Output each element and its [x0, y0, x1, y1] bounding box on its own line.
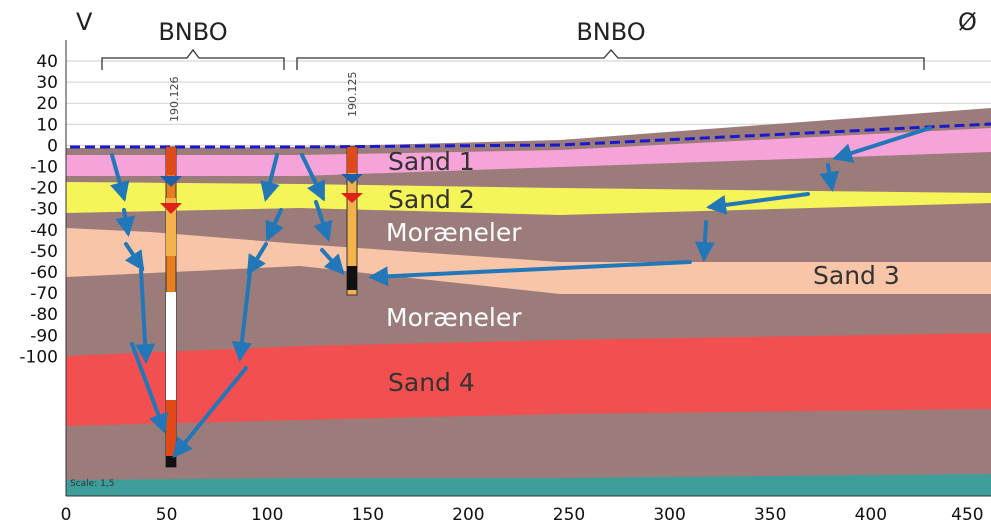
flow-arrow: [130, 342, 168, 434]
flow-arrow: [832, 126, 932, 163]
y-tick-label: -80: [30, 305, 58, 325]
y-tick-label: 30: [36, 73, 58, 93]
flow-arrow: [246, 242, 268, 276]
bnbo-left-label: BNBO: [158, 18, 227, 46]
flow-arrow: [694, 220, 715, 262]
y-tick-label: 0: [47, 136, 58, 156]
base-layer: [66, 474, 991, 496]
flow-arrow: [172, 366, 248, 459]
water-level-marker-blue: [160, 176, 182, 187]
flow-arrow: [313, 200, 333, 242]
y-tick-label: -70: [30, 284, 58, 304]
flow-arrow: [320, 248, 345, 275]
x-tick-label: 350: [754, 505, 786, 525]
sand1-layer: [66, 128, 991, 176]
borehole-190126: [160, 146, 182, 468]
x-tick-label: 250: [553, 505, 585, 525]
bnbo-right-bracket: [296, 49, 925, 70]
bnbo-right-label: BNBO: [576, 18, 645, 46]
x-tick-label: 0: [61, 505, 72, 525]
flow-arrow: [231, 270, 252, 362]
flow-arrow: [124, 242, 145, 272]
flow-arrow: [115, 208, 136, 237]
label-sand2: Sand 2: [388, 185, 475, 214]
x-tick-label: 400: [855, 505, 887, 525]
scale-label: Scale: 1,5: [70, 479, 114, 489]
label-sand4: Sand 4: [388, 368, 475, 397]
water-level-marker-red: [341, 193, 363, 203]
x-axis-ticks: 0 50 100 150 200 250 300 350 400 450: [61, 505, 984, 525]
y-tick-label: -50: [30, 242, 58, 262]
water-level-marker-blue: [341, 174, 363, 184]
sand2-layer: [66, 182, 991, 215]
y-tick-label: 40: [36, 52, 58, 72]
y-tick-label: -90: [30, 326, 58, 346]
y-tick-label: 20: [36, 94, 58, 114]
geology-layers: [66, 108, 991, 496]
x-tick-label: 100: [251, 505, 283, 525]
y-tick-label: -10: [30, 158, 58, 178]
flow-arrow: [300, 153, 325, 202]
y-tick-label: -60: [30, 263, 58, 283]
flow-arrow: [706, 192, 810, 215]
west-label: V: [76, 8, 93, 36]
y-tick-label: -30: [30, 200, 58, 220]
y-tick-label: -40: [30, 221, 58, 241]
east-label: Ø: [958, 8, 977, 36]
flow-arrow: [110, 153, 130, 202]
y-tick-label: -20: [30, 179, 58, 199]
bnbo-left-bracket: [101, 48, 285, 70]
borehole-id-190126: 190.126: [168, 77, 181, 123]
water-level-marker-red: [160, 203, 182, 214]
flow-arrow: [819, 163, 840, 192]
borehole-190125: [341, 146, 363, 296]
label-sand3: Sand 3: [813, 261, 900, 290]
x-tick-label: 200: [452, 505, 484, 525]
label-sand1: Sand 1: [388, 147, 475, 176]
borehole-id-190125: 190.125: [346, 72, 359, 118]
flow-arrow: [135, 268, 156, 364]
flow-arrow: [265, 208, 284, 242]
label-moraeneler-upper: Moræneler: [386, 218, 522, 247]
sand3-layer: [66, 228, 991, 294]
x-tick-label: 150: [352, 505, 384, 525]
flow-arrows: [110, 126, 932, 459]
y-tick-label: -100: [19, 347, 58, 367]
x-tick-label: 300: [653, 505, 685, 525]
y-tick-label: 10: [36, 115, 58, 135]
x-tick-label: 450: [951, 505, 983, 525]
x-tick-label: 50: [156, 505, 178, 525]
label-moraeneler-lower: Moræneler: [386, 303, 522, 332]
flow-arrow: [368, 260, 692, 287]
water-table-line: [70, 122, 991, 149]
sand4-layer: [66, 333, 991, 426]
flow-arrow: [260, 153, 280, 202]
